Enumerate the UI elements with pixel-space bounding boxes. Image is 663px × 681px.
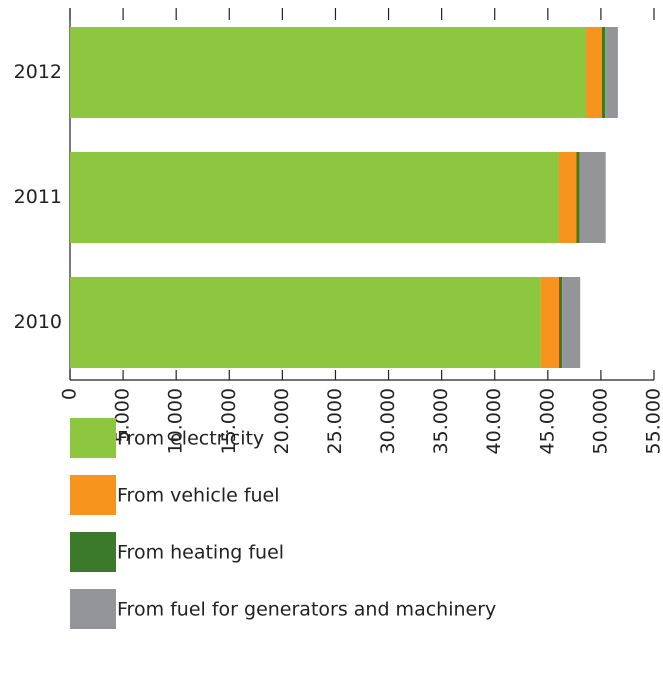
x-tick-label: 55.000 [643,388,663,454]
x-tick-label: 45.000 [536,388,558,454]
bar-segment [576,152,579,243]
x-tick-label: 50.000 [589,388,611,454]
bar-segment [70,152,558,243]
legend-swatch [70,418,116,458]
bar-segment [70,27,586,118]
bar-segment [559,277,562,368]
bar-segment [540,277,559,368]
x-tick-label: 30.000 [377,388,399,454]
x-tick-label: 0 [59,388,81,400]
bar-segment [586,27,602,118]
bar-segment [605,27,618,118]
bar-segment [580,152,606,243]
legend-label: From heating fuel [117,542,284,564]
legend-swatch [70,475,116,515]
y-tick-label: 2012 [14,61,62,83]
legend-label: From fuel for generators and machinery [117,599,496,621]
legend-label: From electricity [117,428,264,450]
legend-label: From vehicle fuel [117,485,280,507]
y-tick-label: 2011 [14,186,62,208]
x-tick-label: 35.000 [430,388,452,454]
x-tick-label: 20.000 [271,388,293,454]
bar-segment [70,277,540,368]
legend-swatch [70,532,116,572]
x-tick-label: 40.000 [483,388,505,454]
bar-segment [558,152,576,243]
y-tick-label: 2010 [14,311,62,333]
x-tick-label: 25.000 [324,388,346,454]
bar-segment [602,27,605,118]
bar-segment [562,277,580,368]
legend-swatch [70,589,116,629]
